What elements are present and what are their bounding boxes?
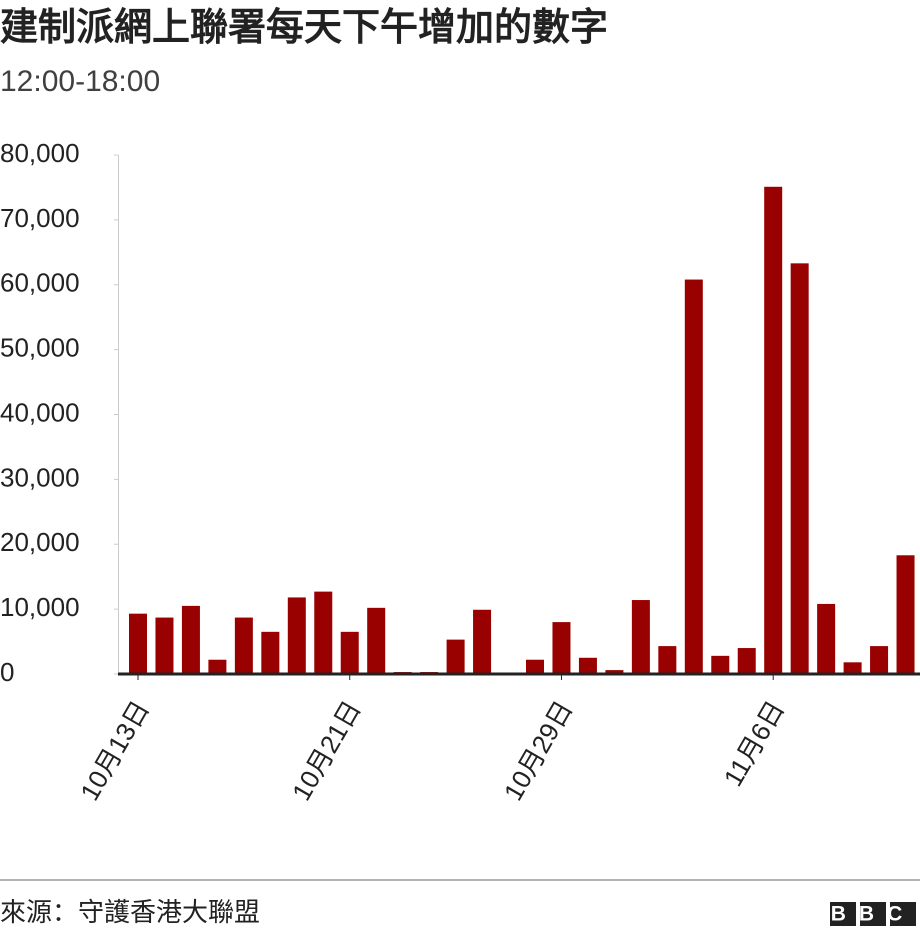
bar [340,631,359,674]
bar [658,646,677,674]
bar [605,670,624,674]
bar [843,662,862,674]
bar [526,659,544,674]
y-tick-label: 20,000 [0,527,80,557]
bar [287,597,306,674]
bar [181,605,200,674]
logo: BBC [830,902,916,926]
bar [711,655,730,674]
bar [208,659,227,674]
y-tick-label: 80,000 [0,138,80,168]
bar [737,648,756,674]
bar [129,613,147,674]
bar [870,646,889,674]
bar [552,622,571,674]
bar [896,555,915,674]
bar [631,600,650,674]
bar [684,279,703,674]
bar [155,617,174,674]
bar [367,607,386,674]
bar [817,603,836,674]
bar [790,263,809,674]
bar [446,639,465,674]
bar [314,591,333,674]
logo-block [890,902,916,926]
y-tick-label: 0 [0,657,14,687]
y-tick-label: 70,000 [0,203,80,233]
logo-text: BBC [831,903,916,926]
y-tick-label: 60,000 [0,268,80,298]
bar [261,631,280,674]
chart-title: 建制派網上聯署每天下午增加的數字 [0,7,608,49]
y-tick-label: 10,000 [0,592,80,622]
logo-block [830,902,856,926]
chart-subtitle: 12:00-18:00 [0,65,160,98]
source: 來源：守護香港大聯盟 [0,897,260,927]
bar [234,617,253,674]
x-tick-label: 10月21日 [286,695,367,805]
y-tick-label: 30,000 [0,462,80,492]
bar [578,657,597,674]
bar [473,609,492,674]
y-tick-label: 50,000 [0,333,80,363]
bar [764,186,783,674]
y-tick-label: 40,000 [0,397,80,427]
x-tick-label: 10月29日 [498,695,579,805]
x-tick-label: 10月13日 [74,695,155,805]
logo-block [860,902,886,926]
x-tick-label: 11月6日 [718,695,791,791]
